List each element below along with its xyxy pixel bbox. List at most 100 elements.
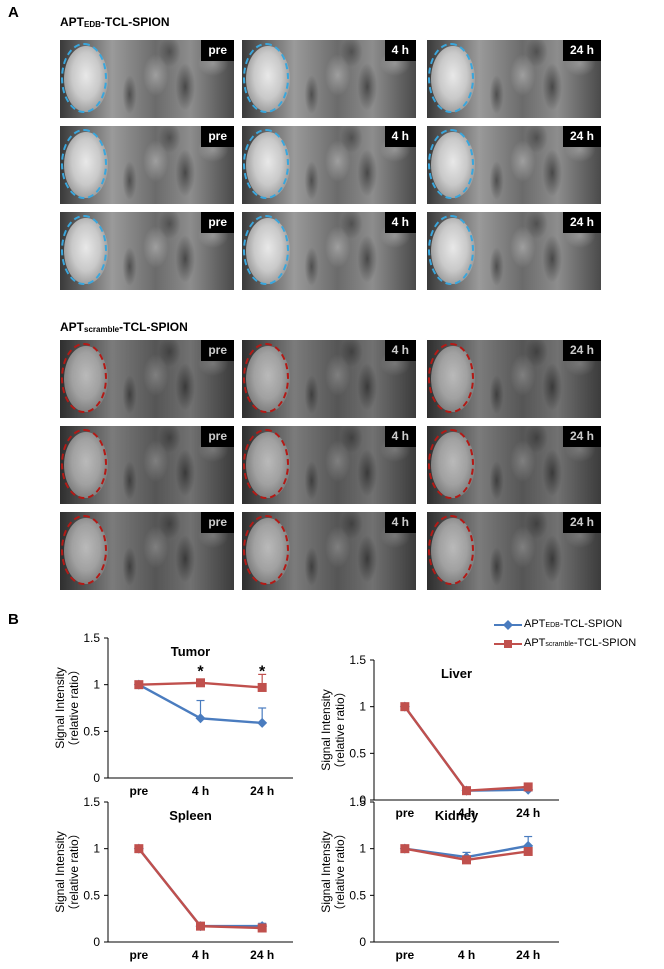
y-tick-label: 0.5: [349, 888, 366, 902]
tumor-outline: [243, 343, 289, 413]
x-tick-label: 4 h: [458, 948, 475, 962]
data-point-square: [462, 786, 471, 796]
data-point-square: [400, 844, 410, 854]
mri-image: 4 h: [242, 126, 416, 204]
data-point-diamond: [195, 713, 206, 724]
tumor-outline: [243, 515, 289, 585]
legend-square-marker-icon: [494, 640, 522, 648]
time-label: 4 h: [384, 126, 416, 147]
significance-marker: *: [259, 664, 266, 681]
tumor-outline: [61, 43, 107, 113]
tumor-outline: [428, 43, 474, 113]
x-tick-label: pre: [395, 806, 414, 820]
mri-image: pre: [60, 40, 234, 118]
chart-title: Kidney: [435, 808, 479, 823]
mri-image: 4 h: [242, 426, 416, 504]
mri-image: 4 h: [242, 512, 416, 590]
x-tick-label: pre: [129, 948, 148, 962]
time-label: pre: [201, 40, 234, 61]
mri-image: 24 h: [427, 426, 601, 504]
mri-image: pre: [60, 126, 234, 204]
y-axis-label: （relative ratio）: [333, 827, 347, 916]
y-tick-label: 0: [93, 935, 100, 949]
tumor-outline: [428, 215, 474, 285]
tumor-outline: [61, 515, 107, 585]
mri-image: 24 h: [427, 40, 601, 118]
y-axis-label: Signal Intensity: [53, 667, 67, 748]
chart-tumor: 0 0.5 1 1.5 pre 4 h 24 h Tumor Signal Intensity （…: [53, 631, 293, 798]
group-title-rest: -TCL-SPION: [119, 320, 188, 334]
y-tick-label: 1.5: [349, 653, 366, 667]
x-tick-label: 4 h: [192, 948, 209, 962]
y-tick-label: 1.5: [83, 631, 100, 645]
y-axis-label: （relative ratio）: [67, 663, 81, 752]
time-label: 24 h: [562, 126, 601, 147]
legend-label: APTscramble-TCL-SPION: [524, 637, 637, 649]
tumor-outline: [428, 515, 474, 585]
time-label: 24 h: [562, 212, 601, 233]
tumor-outline: [243, 215, 289, 285]
data-point-square: [134, 680, 144, 690]
time-label: 4 h: [384, 40, 416, 61]
y-tick-label: 1: [359, 700, 366, 714]
tumor-outline: [428, 429, 474, 499]
data-point-square: [462, 855, 471, 865]
series-line: [137, 847, 263, 930]
tumor-outline: [61, 215, 107, 285]
time-label: pre: [201, 126, 234, 147]
time-label: pre: [201, 340, 234, 361]
y-axis-label: Signal Intensity: [319, 831, 333, 912]
tumor-outline: [428, 343, 474, 413]
series-line: [403, 705, 529, 792]
data-point-square: [196, 921, 205, 931]
chart-kidney: 0 0.5 1 1.5 pre 4 h 24 h Kidney Signal Intensity…: [319, 795, 559, 962]
chart-spleen: 0 0.5 1 1.5 pre 4 h 24 h Spleen Signal Intensity…: [53, 795, 293, 962]
data-point-square: [257, 923, 267, 933]
mri-image: 24 h: [427, 126, 601, 204]
y-tick-label: 1: [359, 842, 366, 856]
x-tick-label: 4 h: [458, 806, 475, 820]
y-axis-label: Signal Intensity: [53, 831, 67, 912]
tumor-outline: [428, 129, 474, 199]
mri-image: pre: [60, 212, 234, 290]
group-title-rest: -TCL-SPION: [100, 15, 170, 29]
x-tick-label: 24 h: [250, 784, 274, 798]
data-point-square: [134, 844, 144, 854]
y-tick-label: 0.5: [83, 888, 100, 902]
y-tick-label: 1.5: [349, 795, 366, 809]
significance-marker: *: [197, 664, 204, 681]
series-line: [137, 847, 263, 928]
chart-title: Liver: [441, 666, 472, 681]
group-title-scramble: APTscramble-TCL-SPION: [60, 320, 188, 334]
mri-image: 4 h: [242, 212, 416, 290]
chart-title: Spleen: [169, 808, 212, 823]
y-tick-label: 0: [93, 771, 100, 785]
time-label: 24 h: [562, 40, 601, 61]
y-tick-label: 1: [93, 842, 100, 856]
x-tick-label: pre: [395, 948, 414, 962]
time-label: 4 h: [384, 212, 416, 233]
y-tick-label: 0: [359, 935, 366, 949]
time-label: 24 h: [562, 340, 601, 361]
panel-a-letter: A: [8, 4, 19, 21]
data-point-square: [196, 678, 205, 688]
y-axis-label: Signal Intensity: [319, 689, 333, 770]
time-label: pre: [201, 512, 234, 533]
mri-image: 4 h: [242, 40, 416, 118]
mri-image: 24 h: [427, 512, 601, 590]
time-label: 4 h: [384, 340, 416, 361]
group-title-subscript: EDB: [84, 20, 101, 29]
time-label: pre: [201, 426, 234, 447]
group-title-edb: APTEDB-TCL-SPION: [60, 15, 170, 29]
data-point-square: [523, 782, 533, 792]
data-point-square: [523, 846, 533, 856]
mri-image: 24 h: [427, 212, 601, 290]
y-axis-label: （relative ratio）: [67, 827, 81, 916]
y-tick-label: 0: [359, 793, 366, 807]
group-title-main: APT: [60, 320, 84, 334]
time-label: pre: [201, 212, 234, 233]
y-tick-label: 1.5: [83, 795, 100, 809]
x-tick-label: 24 h: [516, 948, 540, 962]
tumor-outline: [243, 429, 289, 499]
y-tick-label: 1: [93, 678, 100, 692]
